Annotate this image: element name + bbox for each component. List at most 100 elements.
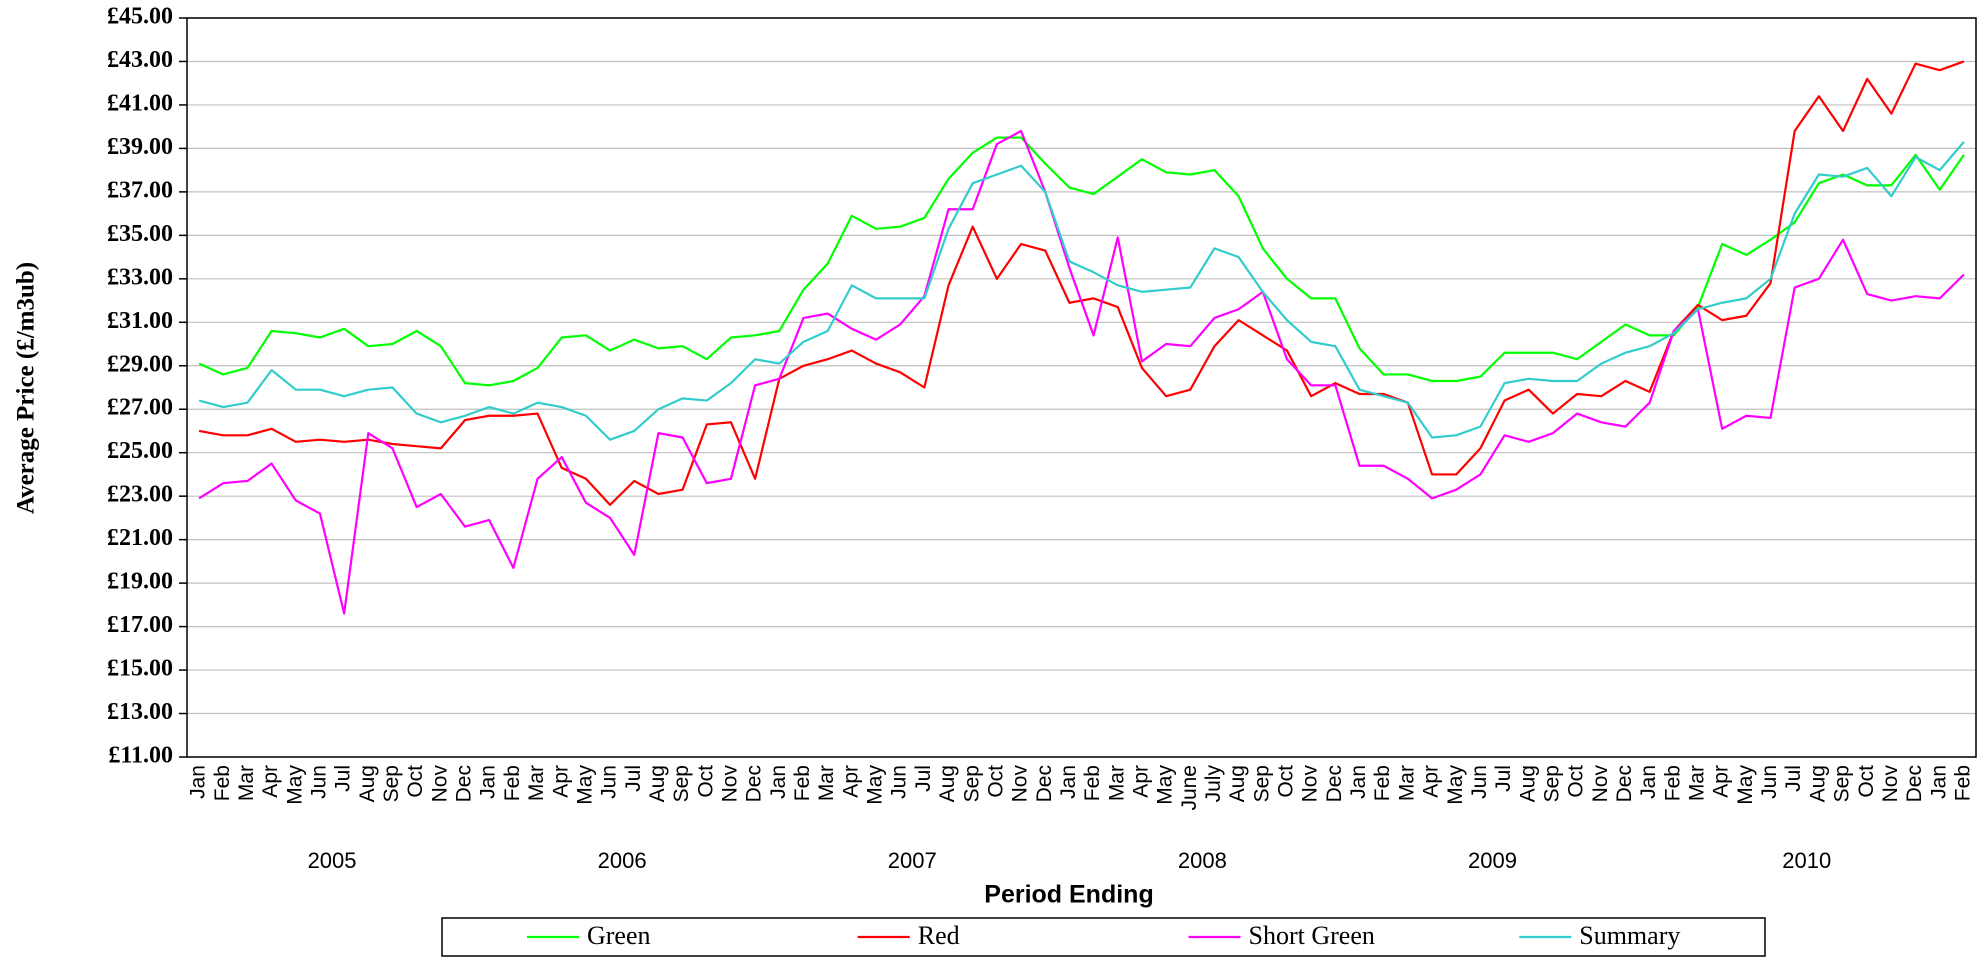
x-tick-label: Sep — [670, 765, 693, 802]
series-line — [198, 136, 1965, 387]
x-group-label: 2010 — [1782, 848, 1831, 873]
x-tick-label: Feb — [501, 765, 524, 801]
x-tick-label: Sep — [1831, 765, 1854, 802]
x-tick-label: Oct — [404, 765, 427, 798]
x-group-label: 2009 — [1468, 848, 1517, 873]
x-tick-label: Feb — [1081, 765, 1104, 801]
x-tick-label: Dec — [453, 765, 476, 802]
x-tick-label: Jun — [1758, 765, 1781, 799]
x-tick-label: Sep — [1540, 765, 1563, 802]
x-tick-label: Sep — [1250, 765, 1273, 802]
y-tick-label: £21.00 — [107, 525, 173, 551]
y-axis-title: Average Price (£/m3ub) — [13, 262, 40, 514]
x-tick-label: Dec — [1613, 765, 1636, 802]
x-tick-label: Apr — [259, 765, 282, 798]
x-tick-label: May — [573, 765, 596, 805]
x-tick-label: Jun — [308, 765, 331, 799]
y-tick-label: £11.00 — [108, 743, 173, 769]
x-group-label: 2008 — [1178, 848, 1227, 873]
x-group-label: 2007 — [888, 848, 937, 873]
x-tick-label: Apr — [549, 765, 572, 798]
y-tick-label: £29.00 — [107, 351, 173, 377]
y-tick-label: £45.00 — [107, 4, 173, 30]
x-group-label: 2006 — [598, 848, 647, 873]
x-tick-label: Nov — [428, 765, 451, 803]
x-tick-label: Jan — [1637, 765, 1660, 799]
x-tick-label: May — [1444, 765, 1467, 805]
x-tick-label: Aug — [646, 765, 669, 802]
x-tick-label: Dec — [1903, 765, 1926, 802]
x-tick-label: Nov — [1879, 765, 1902, 803]
y-tick-label: £39.00 — [107, 134, 173, 160]
x-tick-label: Jan — [477, 765, 500, 799]
y-tick-label: £15.00 — [107, 656, 173, 682]
x-tick-label: Sep — [960, 765, 983, 802]
x-tick-label: Jan — [1927, 765, 1950, 799]
x-tick-label: Jun — [1468, 765, 1491, 799]
y-tick-label: £41.00 — [107, 90, 173, 116]
x-tick-label: Feb — [1371, 765, 1394, 801]
series-line — [198, 60, 1965, 506]
x-tick-label: Dec — [743, 765, 766, 802]
x-tick-label: May — [864, 765, 887, 805]
x-tick-label: Aug — [1226, 765, 1249, 802]
y-tick-label: £31.00 — [107, 308, 173, 334]
x-tick-label: Mar — [815, 765, 838, 801]
x-tick-label: Jun — [598, 765, 621, 799]
x-tick-label: Mar — [235, 765, 258, 801]
y-tick-label: £27.00 — [107, 395, 173, 421]
plot-border — [186, 17, 1977, 758]
x-axis-title: Period Ending — [984, 881, 1153, 909]
x-tick-label: Nov — [718, 765, 741, 803]
x-tick-label: Apr — [1420, 765, 1443, 798]
y-tick-label: £17.00 — [107, 612, 173, 638]
x-tick-label: Dec — [1033, 765, 1056, 802]
y-tick-label: £25.00 — [107, 438, 173, 464]
x-tick-label: Jun — [888, 765, 911, 799]
x-group-label: 2005 — [308, 848, 357, 873]
x-tick-label: Apr — [1710, 765, 1733, 798]
x-tick-label: Aug — [1806, 765, 1829, 802]
legend-label: Summary — [1579, 921, 1680, 950]
x-tick-label: Jan — [187, 765, 210, 799]
x-tick-label: Aug — [936, 765, 959, 802]
x-tick-label: Nov — [1299, 765, 1322, 803]
x-tick-label: Jul — [1782, 765, 1805, 792]
y-tick-label: £35.00 — [107, 221, 173, 247]
x-tick-label: Sep — [380, 765, 403, 802]
legend-label: Green — [587, 921, 651, 950]
series-line — [198, 141, 1965, 441]
x-tick-label: Jan — [767, 765, 790, 799]
x-tick-label: Mar — [1686, 765, 1709, 801]
x-tick-label: Feb — [1951, 765, 1974, 801]
x-tick-label: June — [1178, 765, 1201, 811]
x-tick-label: Feb — [1661, 765, 1684, 801]
legend-label: Short Green — [1249, 921, 1375, 950]
x-tick-label: Dec — [1323, 765, 1346, 802]
x-tick-label: July — [1202, 765, 1225, 803]
legend-label: Red — [918, 921, 960, 950]
y-tick-label: £13.00 — [107, 699, 173, 725]
x-tick-label: Jul — [912, 765, 935, 792]
x-tick-label: Feb — [791, 765, 814, 801]
x-tick-label: Jan — [1347, 765, 1370, 799]
x-tick-label: Jul — [332, 765, 355, 792]
x-tick-label: Nov — [1589, 765, 1612, 803]
series-line — [198, 129, 1965, 615]
x-tick-label: Mar — [1395, 765, 1418, 801]
x-tick-label: Aug — [356, 765, 379, 802]
x-tick-label: Mar — [525, 765, 548, 801]
x-tick-label: Apr — [839, 765, 862, 798]
y-tick-label: £33.00 — [107, 264, 173, 290]
y-tick-label: £19.00 — [107, 569, 173, 595]
x-tick-label: May — [283, 765, 306, 805]
x-tick-label: Oct — [694, 765, 717, 798]
x-tick-label: Jul — [1492, 765, 1515, 792]
x-tick-label: Aug — [1516, 765, 1539, 802]
x-tick-label: May — [1734, 765, 1757, 805]
y-tick-label: £43.00 — [107, 47, 173, 73]
x-tick-label: Mar — [1105, 765, 1128, 801]
x-tick-label: Oct — [1855, 765, 1878, 798]
